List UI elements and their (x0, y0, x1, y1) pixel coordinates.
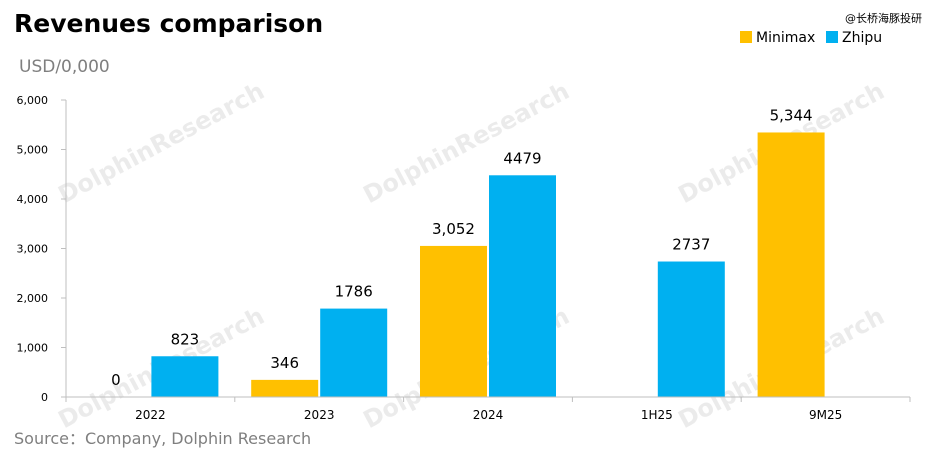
legend-swatch-zhipu (826, 31, 838, 43)
y-tick-label: 0 (41, 391, 48, 404)
data-label-minimax: 5,344 (770, 106, 813, 124)
y-tick-label: 4,000 (17, 193, 49, 206)
x-category-label: 2022 (135, 408, 166, 422)
legend-swatch-minimax (740, 31, 752, 43)
bar-zhipu (320, 308, 388, 397)
legend-label-minimax: Minimax (756, 30, 815, 46)
y-axis: 0 1,000 2,000 3,000 4,000 5,000 6,000 (17, 94, 67, 404)
y-tick-label: 6,000 (17, 94, 49, 107)
x-category-label: 1H25 (641, 408, 673, 422)
data-label-minimax: 346 (270, 354, 299, 372)
y-tick-label: 3,000 (17, 243, 49, 256)
y-tick-label: 1,000 (17, 342, 49, 355)
chart-title: Revenues comparison (14, 9, 323, 38)
data-labels: 0 823 346 1786 3,052 4479 2737 5,344 (111, 106, 812, 389)
y-tick-label: 5,000 (17, 144, 49, 157)
bar-zhipu (151, 356, 219, 397)
bars (151, 132, 825, 398)
y-tick-label: 2,000 (17, 292, 49, 305)
x-axis: 2022 2023 2024 1H25 9M25 (65, 396, 911, 422)
unit-label: USD/0,000 (19, 57, 110, 77)
data-label-zhipu: 4479 (503, 149, 541, 167)
bar-zhipu (657, 261, 725, 397)
data-label-zhipu: 823 (171, 330, 200, 348)
source-note: Source：Company, Dolphin Research (14, 429, 311, 448)
legend-label-zhipu: Zhipu (842, 30, 882, 46)
bar-minimax (757, 132, 825, 398)
data-label-zhipu: 1786 (335, 283, 373, 301)
x-category-label: 2024 (473, 408, 504, 422)
data-label-minimax: 0 (111, 371, 121, 389)
watermark-text: DolphinResearch (54, 77, 269, 209)
x-category-label: 9M25 (809, 408, 842, 422)
x-category-label: 2023 (304, 408, 335, 422)
legend: Minimax Zhipu (740, 30, 882, 46)
data-label-minimax: 3,052 (432, 220, 475, 238)
bar-minimax (420, 245, 487, 397)
credit-text: @长桥海豚投研 (845, 11, 922, 25)
bar-minimax (251, 379, 319, 397)
bar-zhipu (489, 175, 556, 397)
data-label-zhipu: 2737 (672, 236, 710, 254)
